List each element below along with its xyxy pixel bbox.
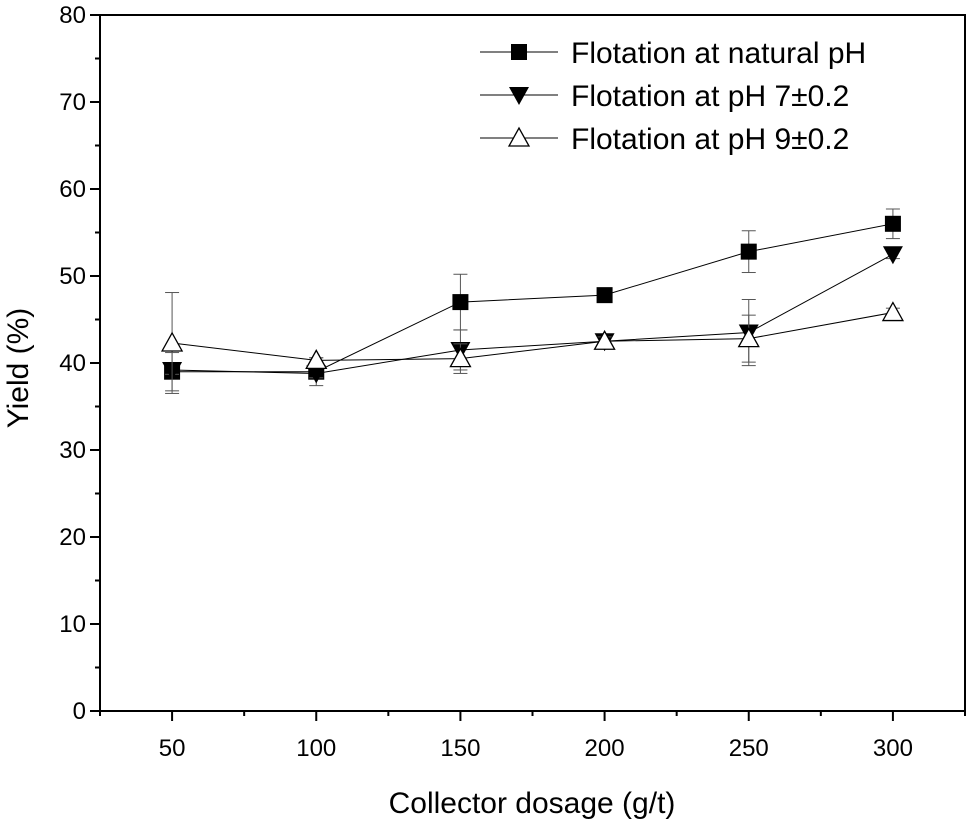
data-point bbox=[881, 301, 905, 322]
legend-marker bbox=[511, 44, 527, 60]
legend-item-3: Flotation at pH 9±0.2 bbox=[480, 123, 849, 156]
x-tick-label: 200 bbox=[585, 735, 625, 762]
legend-label: Flotation at natural pH bbox=[571, 37, 866, 70]
y-tick-label: 60 bbox=[59, 176, 86, 203]
data-point bbox=[306, 365, 327, 384]
y-tick-label: 10 bbox=[59, 611, 86, 638]
legend-marker bbox=[509, 87, 529, 105]
x-tick-label: 250 bbox=[729, 735, 769, 762]
data-point bbox=[305, 349, 328, 370]
legend-label: Flotation at pH 9±0.2 bbox=[571, 123, 849, 156]
plot-area bbox=[160, 208, 905, 394]
x-tick-label: 50 bbox=[159, 735, 186, 762]
y-tick-label: 0 bbox=[73, 698, 86, 725]
legend: Flotation at natural pH Flotation at pH 7… bbox=[480, 37, 866, 156]
y-tick-label: 50 bbox=[59, 263, 86, 290]
data-point bbox=[737, 327, 760, 348]
legend-item-1: Flotation at natural pH bbox=[480, 37, 866, 70]
data-point bbox=[596, 287, 613, 304]
y-tick-label: 30 bbox=[59, 437, 86, 464]
x-tick-label: 150 bbox=[440, 735, 480, 762]
series-line bbox=[172, 223, 894, 373]
y-axis-title: Yield (%) bbox=[2, 308, 35, 429]
series-1 bbox=[164, 208, 901, 392]
series-line bbox=[172, 312, 894, 361]
legend-label: Flotation at pH 7±0.2 bbox=[571, 80, 849, 113]
legend-marker bbox=[507, 126, 531, 147]
y-tick-label: 20 bbox=[59, 524, 86, 551]
y-tick-label: 40 bbox=[59, 350, 86, 377]
x-axis-title: Collector dosage (g/t) bbox=[389, 787, 676, 820]
series-line bbox=[172, 253, 894, 374]
plot-frame bbox=[99, 14, 966, 712]
y-tick-label: 80 bbox=[59, 2, 86, 29]
legend-item-2: Flotation at pH 7±0.2 bbox=[480, 80, 849, 113]
data-point bbox=[884, 215, 901, 232]
x-tick-label: 100 bbox=[296, 735, 336, 762]
data-point bbox=[740, 243, 757, 260]
data-point bbox=[449, 347, 472, 368]
data-point bbox=[160, 331, 184, 352]
data-point bbox=[452, 294, 469, 311]
x-tick-label: 300 bbox=[873, 735, 913, 762]
series-2 bbox=[162, 246, 903, 384]
data-point bbox=[593, 329, 616, 350]
y-tick-label: 70 bbox=[59, 89, 86, 116]
data-point bbox=[882, 246, 903, 265]
series-3 bbox=[160, 292, 905, 394]
axes: 0 10 20 30 40 50 60 70 80 50 100 150 200 250 300 bbox=[59, 2, 966, 762]
